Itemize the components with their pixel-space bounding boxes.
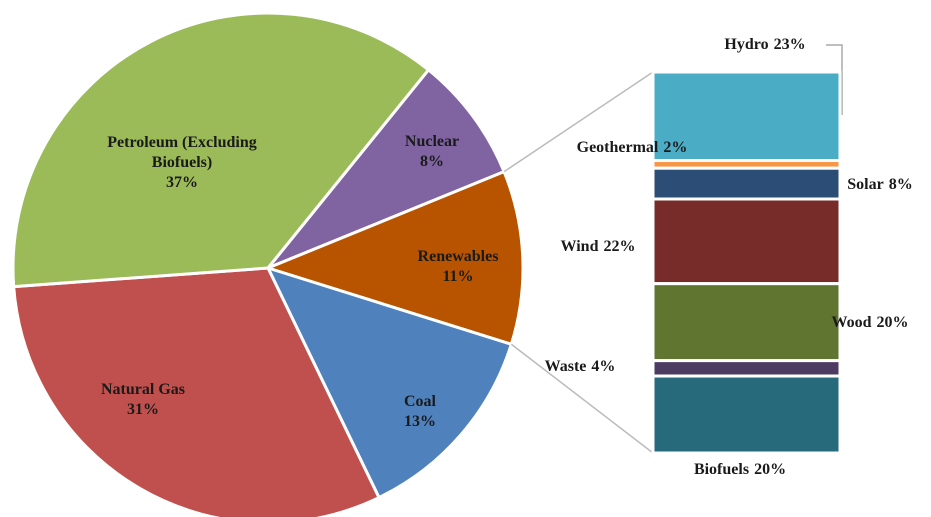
bar-name: Solar xyxy=(847,176,884,193)
leader-line xyxy=(826,44,843,115)
bar-label: Biofuels 20% xyxy=(694,460,786,480)
pie-slice xyxy=(266,67,507,270)
slice-label: Coal 13% xyxy=(325,392,515,432)
bar-name: Geothermal xyxy=(576,139,659,156)
bar-label: Waste 4% xyxy=(545,357,616,377)
bar-value: 8% xyxy=(888,176,913,193)
bar-name: Waste xyxy=(544,358,587,375)
pie-slice xyxy=(11,11,431,289)
bar-label: Geothermal 2% xyxy=(577,138,688,158)
slice-name: Nuclear xyxy=(404,133,460,150)
slice-name: Natural Gas xyxy=(101,381,185,398)
bar-value: 20% xyxy=(876,314,909,331)
bar-value: 22% xyxy=(603,238,636,255)
pie-slice xyxy=(12,266,381,517)
slice-label: Renewables 11% xyxy=(363,247,553,287)
bar-value: 4% xyxy=(591,358,616,375)
slice-name: Coal xyxy=(404,393,436,410)
slice-value: 37% xyxy=(166,174,198,191)
bar-name: Wind xyxy=(560,238,599,255)
slice-label: Nuclear 8% xyxy=(337,132,527,172)
bar-segment xyxy=(651,359,842,378)
connector-line xyxy=(503,71,654,173)
slice-value: 11% xyxy=(442,268,474,285)
bar-value: 23% xyxy=(773,36,806,53)
slice-name: Renewables xyxy=(417,248,499,265)
bar-name: Wood xyxy=(831,314,872,331)
slice-value: 31% xyxy=(127,401,159,418)
bar-segment xyxy=(651,374,842,455)
slice-name: Petroleum (Excluding Biofuels) xyxy=(107,134,257,171)
bar-segment xyxy=(651,282,842,363)
bar-segment xyxy=(651,197,842,286)
bar-label: Wind 22% xyxy=(561,237,636,257)
bar-name: Biofuels xyxy=(693,461,750,478)
bar-label: Wood 20% xyxy=(831,313,908,333)
slice-value: 8% xyxy=(420,153,444,170)
bar-segment xyxy=(651,166,842,201)
slice-value: 13% xyxy=(404,413,436,430)
connector-line xyxy=(510,343,654,454)
bar-name: Hydro xyxy=(724,36,769,53)
slice-label: Natural Gas 31% xyxy=(48,380,238,420)
pie-slice xyxy=(263,169,525,347)
bar-value: 20% xyxy=(754,461,787,478)
pie-slice xyxy=(265,265,514,500)
slice-label: Petroleum (Excluding Biofuels) 37% xyxy=(87,133,277,193)
bar-label: Hydro 23% xyxy=(724,35,805,55)
bar-label: Solar 8% xyxy=(847,175,912,195)
bar-value: 2% xyxy=(663,139,688,156)
